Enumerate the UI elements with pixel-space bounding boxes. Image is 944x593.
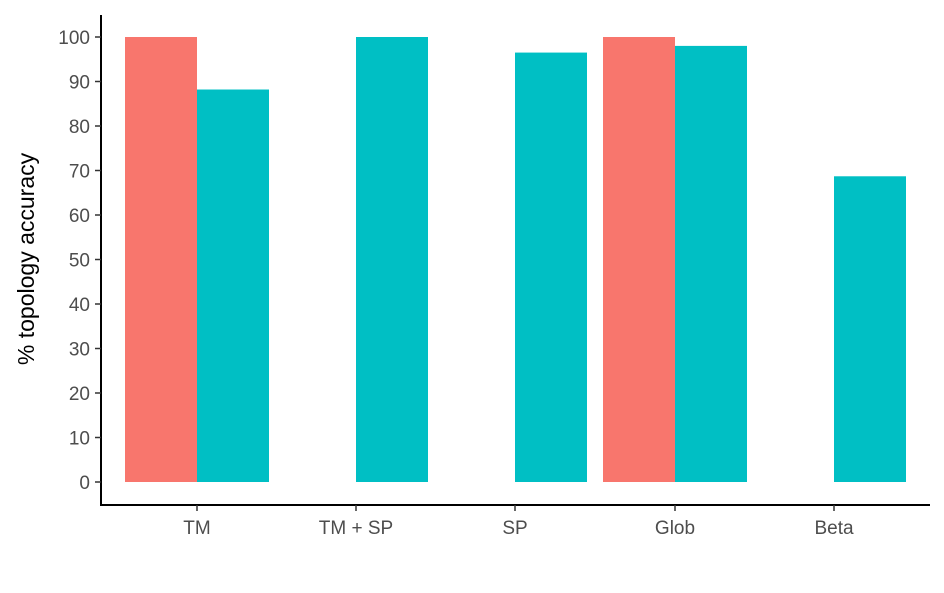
bar-series1-glob <box>603 37 675 482</box>
y-tick-label: 30 <box>69 340 90 361</box>
y-tick-label: 10 <box>69 429 90 450</box>
bar-series2-sp <box>515 52 587 482</box>
bar-series1-tm <box>125 37 197 482</box>
y-tick-label: 100 <box>58 28 90 49</box>
y-tick-label: 90 <box>69 73 90 94</box>
y-tick-label: 40 <box>69 295 90 316</box>
x-axis: TM TM + SP SP Glob Beta <box>100 504 930 539</box>
x-tick-label: Glob <box>655 518 695 539</box>
bar-series2-beta <box>834 176 906 482</box>
y-tick-label: 0 <box>79 473 90 494</box>
x-tick-label: Beta <box>814 518 854 539</box>
bar-series2-tm-sp <box>356 37 428 482</box>
x-tick-label: SP <box>502 518 527 539</box>
y-tick-label: 60 <box>69 206 90 227</box>
bars-group <box>125 37 906 483</box>
y-tick-label: 70 <box>69 162 90 183</box>
y-axis-title: % topology accuracy <box>13 152 39 365</box>
bar-series2-tm <box>197 89 269 482</box>
x-tick-label: TM + SP <box>319 518 393 539</box>
bar-series2-glob <box>675 45 747 483</box>
y-axis: 0 10 20 30 40 50 60 70 80 90 100 <box>58 15 102 506</box>
y-tick-label: 50 <box>69 251 90 272</box>
y-tick-label: 20 <box>69 384 90 405</box>
y-tick-label: 80 <box>69 117 90 138</box>
x-tick-label: TM <box>183 518 210 539</box>
